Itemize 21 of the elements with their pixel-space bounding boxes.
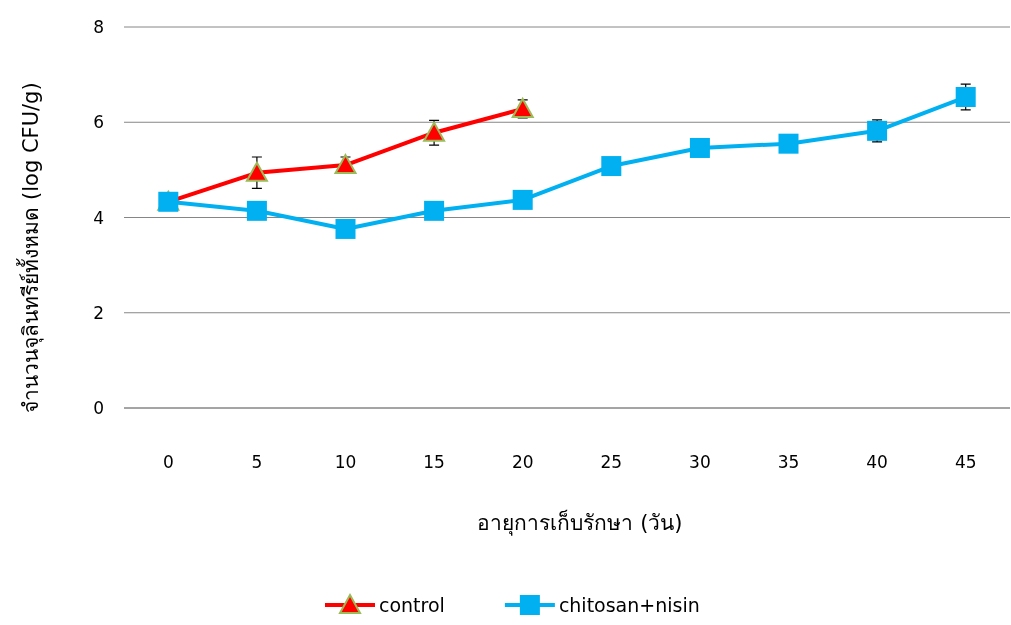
x-tick-label: 25	[600, 452, 623, 472]
x-tick-label: 5	[251, 452, 263, 472]
x-tick-label: 45	[954, 452, 977, 472]
y-tick-label: 4	[93, 207, 104, 228]
x-tick-label: 30	[689, 452, 711, 472]
y-axis-title: จำนวนจุลินทรีย์ทั้งหมด (log CFU/g)	[16, 82, 44, 413]
x-tick-label: 15	[423, 452, 445, 472]
legend-control: control	[325, 592, 445, 616]
x-tick-label: 40	[866, 452, 888, 472]
x-axis-title: อายุการเก็บรักษา (วัน)	[477, 509, 683, 536]
legend-label: control	[379, 594, 445, 616]
x-tick-label: 35	[777, 452, 800, 472]
y-tick-label: 6	[93, 112, 104, 133]
legend-label: chitosan+nisin	[558, 594, 700, 616]
legend-chitosan+nisin: chitosan+nisin	[504, 594, 700, 616]
x-tick-label: 0	[162, 452, 174, 472]
y-tick-label: 2	[93, 302, 104, 323]
x-tick-label: 20	[511, 452, 534, 472]
x-tick-label: 10	[334, 452, 357, 472]
y-tick-label: 8	[93, 17, 104, 37]
y-tick-label: 0	[93, 398, 104, 418]
